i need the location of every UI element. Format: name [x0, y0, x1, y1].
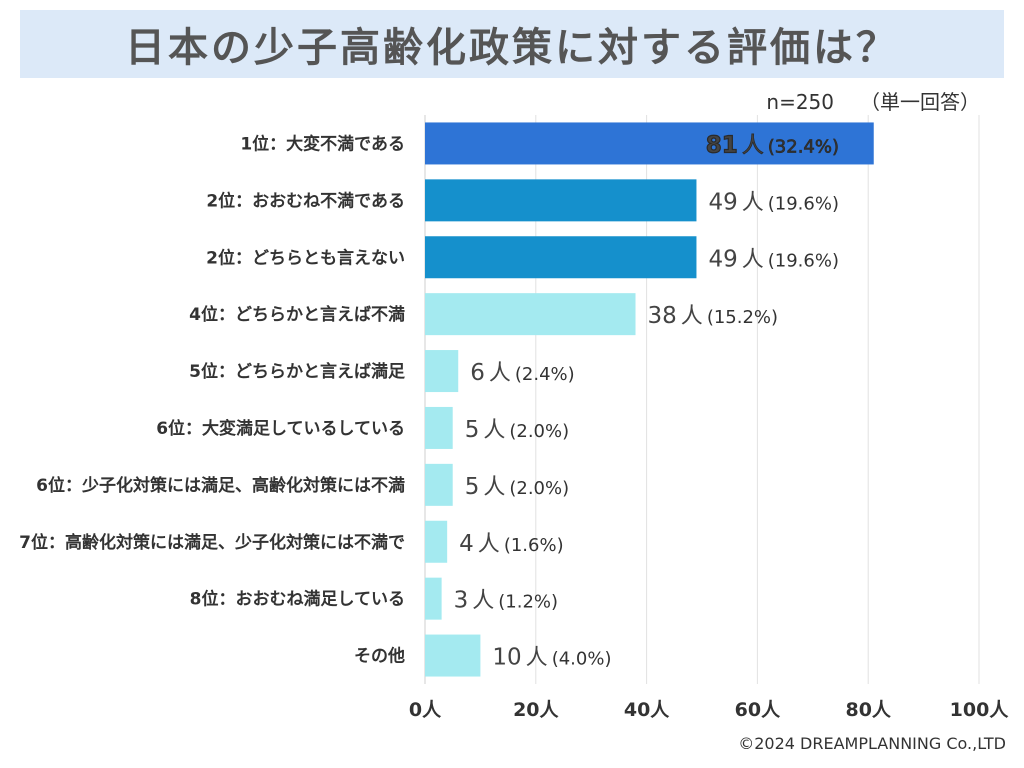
- category-label: 4位：どちらかと言えば不満: [189, 304, 405, 325]
- category-label: 5位：どちらかと言えば満足: [189, 361, 405, 382]
- bar: [425, 520, 448, 563]
- value-label: 3 人 (1.2%): [454, 588, 558, 614]
- category-label: 7位：高齢化対策には満足、少子化対策には不満で: [19, 532, 405, 553]
- bar: [425, 122, 874, 165]
- category-label: その他: [354, 646, 405, 667]
- bar: [425, 463, 453, 506]
- sample-size: n=250: [766, 90, 834, 114]
- value-label: 49 人 (19.6%): [708, 246, 839, 272]
- value-label: 49 人 (19.6%): [708, 189, 839, 215]
- bar: [425, 406, 453, 449]
- x-tick-label: 100人: [950, 699, 1010, 721]
- x-tick-label: 80人: [845, 699, 891, 721]
- bar: [425, 350, 459, 393]
- category-label: 8位：おおむね満足している: [190, 589, 405, 610]
- value-label: 38 人 (15.2%): [648, 303, 779, 329]
- x-tick-label: 40人: [624, 699, 670, 721]
- value-label: 5 人 (2.0%): [465, 474, 569, 500]
- value-label: 6 人 (2.4%): [470, 360, 574, 386]
- copyright: ©2024 DREAMPLANNING Co.,LTD: [738, 734, 1006, 753]
- category-label: 2位：どちらとも言えない: [206, 247, 405, 268]
- value-label: 10 人 (4.0%): [492, 645, 611, 671]
- category-label: 6位：大変満足しているしている: [156, 418, 405, 439]
- bar: [425, 179, 697, 222]
- value-label: 5 人 (2.0%): [465, 417, 569, 443]
- value-label: 4 人 (1.6%): [459, 531, 563, 557]
- category-label: 6位：少子化対策には満足、高齢化対策には不満: [36, 475, 405, 496]
- title-banner: 日本の少子高齢化政策に対する評価は？: [20, 10, 1004, 78]
- bar: [425, 293, 636, 336]
- bar: [425, 236, 697, 279]
- chart-title: 日本の少子高齢化政策に対する評価は？: [125, 25, 899, 71]
- category-label: 1位：大変不満である: [240, 133, 405, 154]
- sample-note: n=250 （単一回答）: [766, 86, 980, 115]
- bar: [425, 634, 481, 677]
- category-label: 2位：おおむね不満である: [206, 190, 405, 211]
- bar: [425, 577, 442, 620]
- value-label: 81 人 (32.4%): [706, 132, 839, 158]
- x-tick-label: 20人: [513, 699, 559, 721]
- answer-type: （単一回答）: [860, 90, 980, 114]
- x-tick-label: 0人: [409, 699, 442, 721]
- x-tick-label: 60人: [735, 699, 781, 721]
